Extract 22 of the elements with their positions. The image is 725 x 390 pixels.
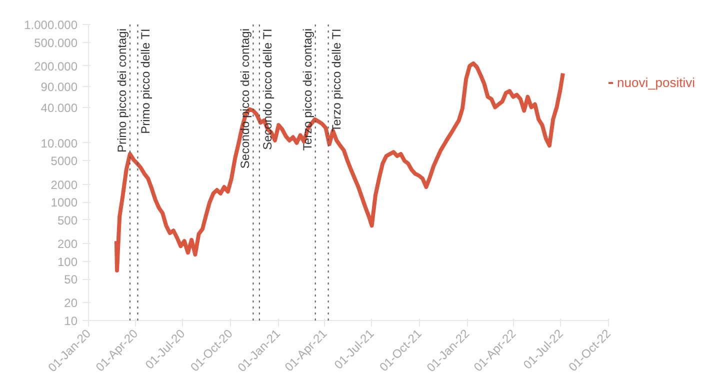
y-tick-label: 1.000.000 <box>24 18 78 32</box>
y-tick-label: 200 <box>57 236 78 251</box>
y-tick-label: 100 <box>57 254 78 269</box>
ref-line-label: Primo picco delle TI <box>138 28 153 134</box>
y-tick-label: 20 <box>64 296 78 310</box>
ref-line-label: Terzo picco delle TI <box>329 28 344 132</box>
y-tick-label: 500.000 <box>34 36 78 50</box>
y-tick-label: 10 <box>64 314 78 328</box>
y-tick-label: 50 <box>64 272 78 287</box>
ref-line-label: Secondo picco dei contagi <box>238 28 252 169</box>
ref-line-label: Terzo picco dei contagi <box>300 28 314 151</box>
y-tick-label: 500 <box>57 213 78 228</box>
y-tick-label: 10.000 <box>40 136 78 150</box>
legend-label: nuovi_positivi <box>617 75 696 90</box>
ref-line-label: Primo picco dei contagi <box>114 28 129 153</box>
ref-line-label: Secondo picco delle TI <box>260 28 274 150</box>
y-tick-label: 2000 <box>50 178 78 192</box>
y-tick-label: 90.000 <box>40 80 78 94</box>
y-tick-label: 40.000 <box>40 100 78 115</box>
y-tick-label: 5000 <box>50 154 78 168</box>
y-tick-label: 200.000 <box>34 59 78 74</box>
y-tick-label: 1000 <box>50 196 78 210</box>
